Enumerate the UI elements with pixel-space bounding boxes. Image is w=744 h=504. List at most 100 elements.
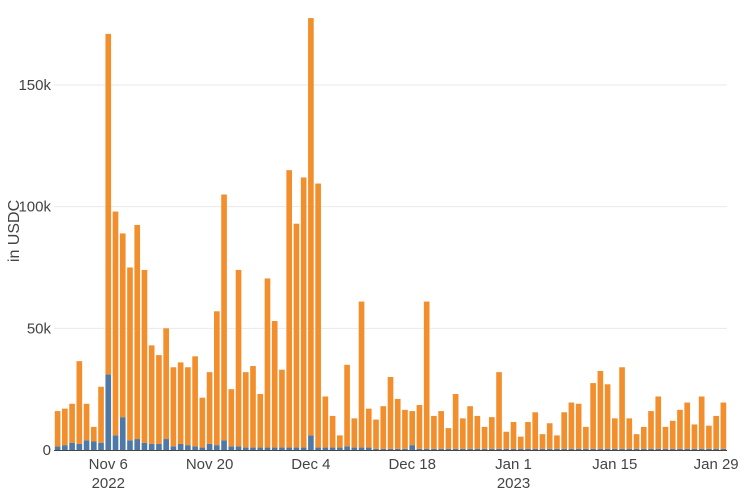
bar-series-0	[344, 446, 350, 450]
bar-series-0	[452, 448, 459, 450]
bar-series-0	[387, 448, 394, 450]
bar-series-1	[344, 364, 350, 447]
bar-series-1	[98, 386, 104, 443]
bar-series-1	[119, 233, 126, 418]
bar-series-0	[322, 447, 329, 450]
bar-series-1	[315, 183, 321, 448]
y-tick-labels: 0 50k 100k 150k	[18, 77, 51, 459]
bar-series-1	[402, 409, 408, 449]
bar-series-1	[706, 425, 712, 449]
bar-series-1	[669, 420, 676, 449]
bar-series-0	[206, 443, 213, 450]
bar-series-0	[351, 447, 358, 450]
bar-series-0	[655, 448, 662, 450]
y-tick-label: 0	[43, 442, 51, 459]
bar-series-0	[214, 445, 220, 450]
bar-series-0	[546, 448, 553, 450]
bar-series-1	[510, 422, 517, 449]
bar-series-1	[394, 398, 401, 449]
bar-series-0	[510, 448, 517, 450]
y-axis-title: in USDC	[6, 200, 23, 262]
bar-series-0	[192, 446, 198, 450]
bar-series-0	[54, 446, 61, 450]
bar-series-1	[83, 403, 90, 441]
bar-series-0	[583, 448, 589, 450]
bar-series-0	[185, 445, 191, 450]
bar-series-1	[54, 411, 61, 447]
bar-series-0	[713, 448, 719, 450]
bar-series-1	[561, 412, 567, 449]
bar-series-1	[257, 394, 264, 448]
bar-series-1	[141, 269, 148, 443]
bar-series-0	[199, 447, 206, 450]
bar-series-0	[438, 448, 444, 450]
bar-series-1	[286, 170, 293, 448]
bar-series-0	[467, 448, 473, 450]
bar-series-0	[481, 448, 488, 450]
bar-series-1	[69, 403, 75, 443]
bar-series-0	[568, 448, 575, 450]
bar-series-1	[423, 301, 430, 449]
bar-series-0	[525, 448, 531, 450]
bar-series-0	[684, 448, 691, 450]
bar-series-0	[119, 417, 126, 450]
bar-series-1	[438, 411, 444, 449]
bar-series-1	[293, 223, 300, 448]
bar-series-0	[539, 448, 546, 450]
bar-series-0	[698, 448, 705, 450]
y-tick-label: 50k	[27, 320, 52, 337]
bar-series-0	[626, 448, 633, 450]
x-tick-label: Nov 6	[89, 456, 128, 473]
y-tick-label: 150k	[18, 77, 51, 94]
bar-series-1	[365, 408, 372, 448]
bar-series-0	[488, 448, 495, 450]
bar-series-0	[221, 440, 227, 450]
bar-series-0	[250, 447, 256, 450]
bar-series-1	[648, 411, 654, 449]
bar-series-0	[264, 447, 271, 450]
bar-series-0	[228, 446, 235, 450]
bar-series-1	[271, 321, 278, 448]
bar-series-0	[669, 448, 676, 450]
bar-series-1	[662, 426, 669, 449]
bar-series-1	[452, 394, 459, 449]
x-tick-year-label: 2023	[497, 475, 530, 492]
bar-series-1	[496, 372, 502, 449]
bar-series-1	[554, 435, 560, 449]
bar-series-1	[373, 419, 379, 449]
bar-series-0	[329, 447, 336, 450]
bar-series-1	[148, 345, 155, 444]
bar-series-0	[300, 447, 307, 450]
bar-series-0	[98, 442, 104, 450]
bar-series-1	[185, 367, 191, 446]
bar-series-1	[467, 406, 473, 449]
x-tick-label: Jan 1	[495, 456, 532, 473]
bar-series-1	[62, 408, 68, 446]
bar-series-1	[337, 435, 343, 448]
bar-series-0	[640, 448, 647, 450]
bar-series-1	[568, 402, 575, 449]
bar-series-1	[105, 33, 112, 375]
bar-series-0	[431, 448, 437, 450]
bar-series-0	[112, 435, 119, 450]
bar-series-0	[293, 447, 300, 450]
bar-series-0	[170, 446, 177, 450]
bar-series-1	[177, 362, 184, 444]
bar-series-0	[127, 440, 133, 450]
bar-series-1	[76, 361, 83, 444]
bar-series-0	[177, 443, 184, 450]
bar-series-1	[713, 415, 719, 449]
bar-series-0	[648, 448, 654, 450]
bar-series-0	[90, 441, 97, 450]
bar-series-1	[575, 403, 582, 449]
bar-series-1	[460, 418, 466, 449]
bar-series-0	[134, 439, 141, 450]
bar-series-1	[488, 417, 495, 449]
bar-series-0	[156, 443, 162, 450]
bar-series-0	[445, 448, 452, 450]
bar-series-0	[409, 445, 416, 450]
bar-series-1	[517, 436, 524, 449]
bar-series-0	[619, 448, 625, 450]
x-tick-label: Jan 29	[694, 456, 739, 473]
